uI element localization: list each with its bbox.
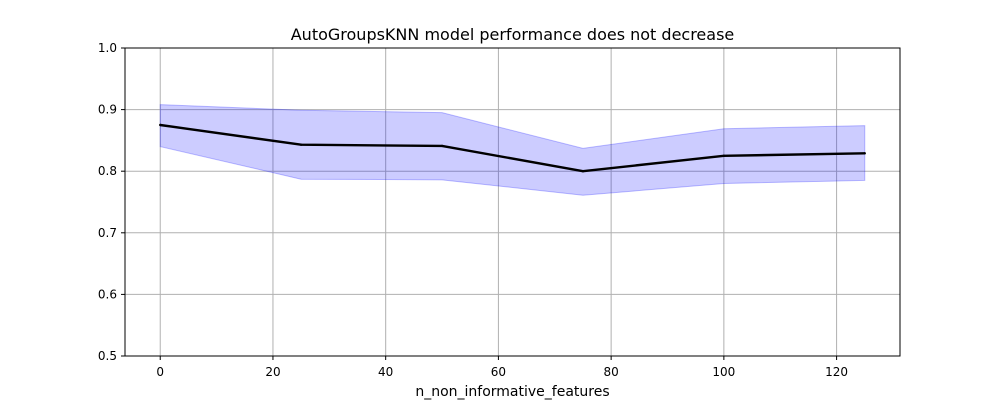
confidence-band-layer (159, 104, 866, 196)
grid (125, 47, 900, 357)
x-tick-label: 0 (156, 365, 164, 379)
x-tick-label: 100 (712, 365, 735, 379)
x-tick-label: 40 (378, 365, 393, 379)
y-axis-ticks: 0.5 0.6 0.7 0.8 0.9 1.0 (98, 41, 125, 363)
x-tick-label: 120 (825, 365, 848, 379)
data-point (440, 144, 444, 148)
data-point (159, 123, 162, 127)
series-line (160, 123, 865, 173)
y-tick-label: 0.5 (98, 349, 117, 363)
confidence-band (159, 104, 866, 196)
y-tick-label: 0.7 (98, 226, 117, 240)
data-point (299, 143, 303, 146)
series-line-layer (159, 123, 866, 173)
x-axis-label: n_non_informative_features (415, 384, 609, 400)
y-tick-label: 0.8 (98, 164, 117, 178)
data-point (863, 152, 866, 155)
y-tick-label: 0.9 (98, 103, 117, 117)
x-tick-label: 60 (491, 365, 506, 379)
data-point (581, 170, 585, 173)
x-tick-label: 20 (265, 365, 280, 379)
x-axis-ticks: 0 20 40 60 80 100 120 (156, 356, 848, 379)
y-tick-label: 1.0 (98, 41, 117, 55)
data-point (722, 154, 726, 157)
plot-frame (124, 47, 901, 357)
chart-title: AutoGroupsKNN model performance does not… (291, 25, 735, 44)
x-tick-label: 80 (603, 365, 618, 379)
y-tick-label: 0.6 (98, 287, 117, 301)
